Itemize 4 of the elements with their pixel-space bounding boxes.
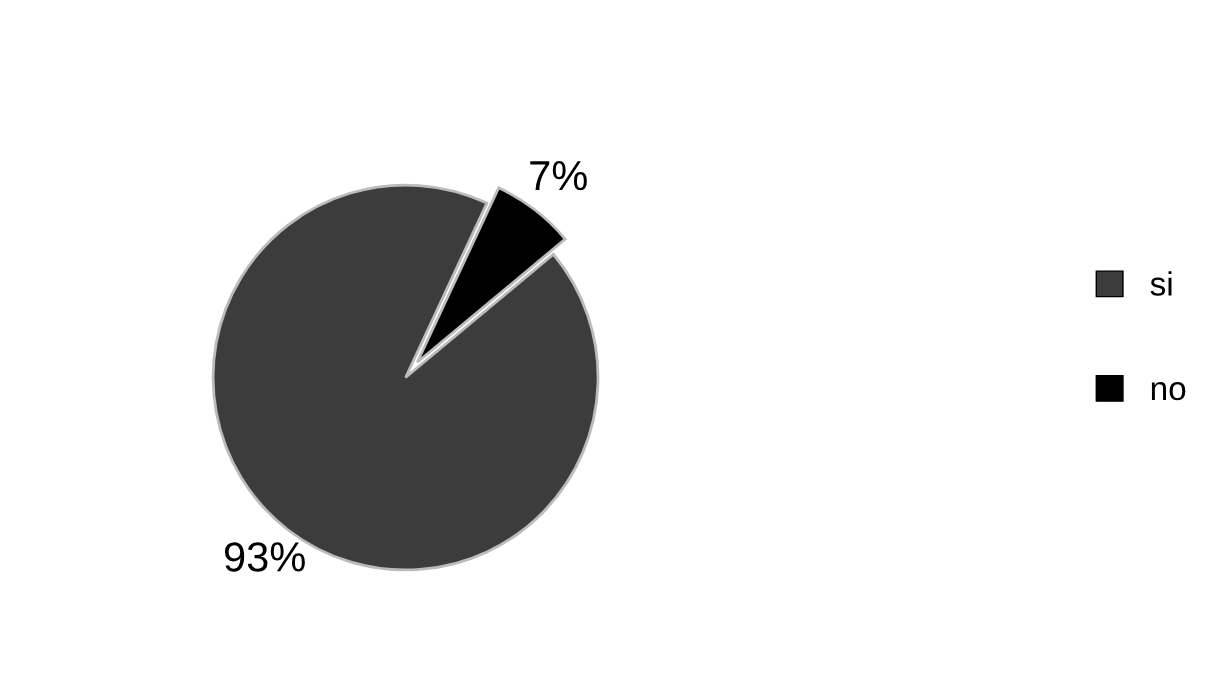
legend-label: si <box>1150 271 1172 296</box>
legend-label: no <box>1151 382 1186 401</box>
data-label: 93% <box>224 542 305 572</box>
data-label: 7% <box>530 161 587 191</box>
